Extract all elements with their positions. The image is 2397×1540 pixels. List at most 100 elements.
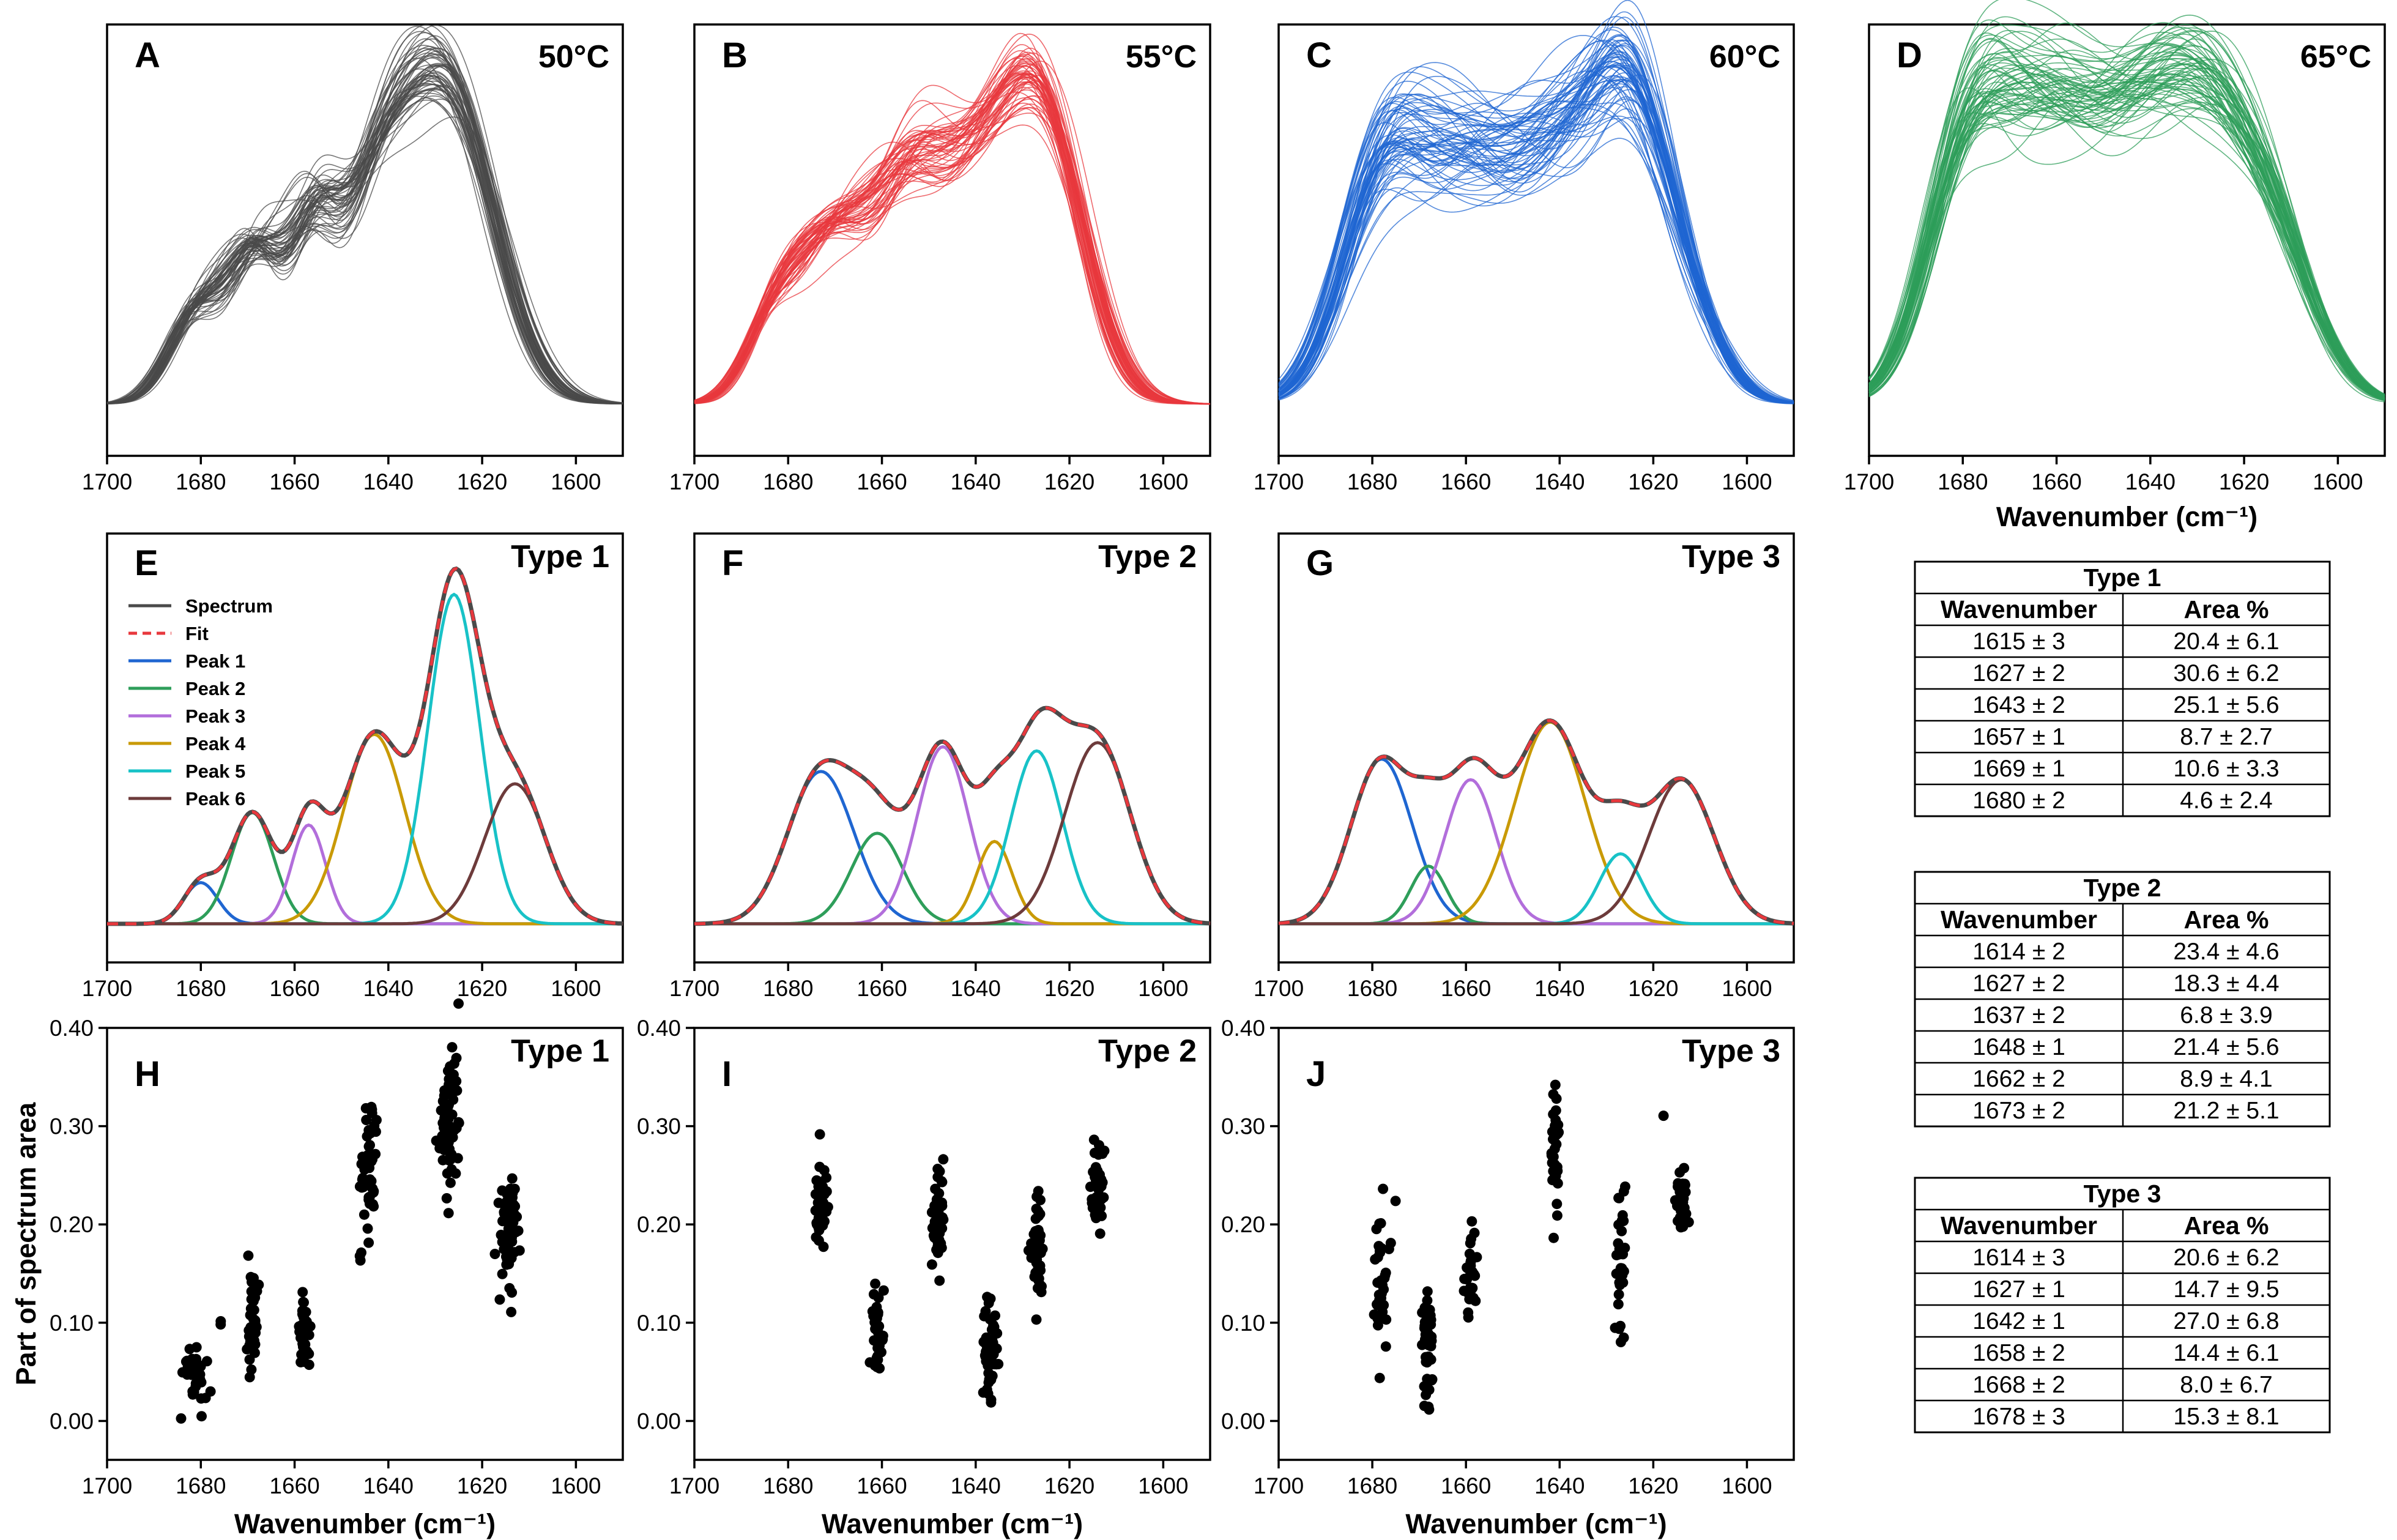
scatter-point <box>443 1154 454 1165</box>
spectrum-line <box>1868 40 2385 396</box>
spectra-b-xtick-label-0: 1700 <box>669 469 719 494</box>
spectrum-line <box>1868 62 2385 400</box>
scatter-point <box>297 1287 308 1298</box>
scatter-point <box>494 1294 505 1305</box>
table-cell-wavenumber: 1627 ± 2 <box>1972 970 2065 997</box>
scatter-point <box>1092 1177 1103 1188</box>
panel-type-j: Type 3 <box>1682 1033 1780 1069</box>
spectrum-line <box>694 33 1211 404</box>
spectrum-line <box>694 73 1210 404</box>
scatter-point <box>297 1341 308 1352</box>
spectra-c-xtick-label-3: 1640 <box>1534 469 1585 494</box>
x-axis-label-i: Wavenumber (cm⁻¹) <box>822 1508 1083 1539</box>
scatter-point <box>1033 1186 1044 1197</box>
table-cell-wavenumber: 1678 ± 3 <box>1972 1404 2065 1430</box>
peak-3-curve-f <box>694 745 1210 926</box>
spectrum-line <box>106 75 623 404</box>
scatter-i-ytick-label-3: 0.30 <box>637 1114 681 1139</box>
scatter-point <box>986 1397 997 1408</box>
spectrum-line <box>694 60 1211 405</box>
scatter-h-ytick-label-0: 0.00 <box>50 1408 94 1434</box>
scatter-point <box>1088 1134 1099 1145</box>
y-axis-label: Part of spectrum area <box>10 1102 42 1386</box>
spectra-c-xtick-label-0: 1700 <box>1254 469 1304 494</box>
legend-label-3: Peak 2 <box>185 678 245 699</box>
spectrum-line <box>694 65 1210 405</box>
spectrum-line <box>694 47 1210 405</box>
scatter-point <box>250 1317 261 1328</box>
scatter-point <box>297 1348 308 1360</box>
fit-curves-f <box>694 705 1211 926</box>
scatter-point <box>1422 1286 1433 1297</box>
peak-4-curve-g <box>1279 720 1794 926</box>
peak-5-curve-f <box>694 749 1210 926</box>
scatter-point <box>869 1335 880 1346</box>
scatter-point <box>507 1287 518 1298</box>
spectrum-line <box>106 75 623 404</box>
spectra-d-frame <box>1868 23 2386 457</box>
peak-6-curve-g <box>1279 778 1794 926</box>
spectra-d-xtick-label-1: 1680 <box>1938 469 1988 494</box>
scatter-point <box>215 1319 226 1330</box>
scatter-point <box>191 1353 202 1364</box>
fit-panel-f: F Type 2 1700 1680 1660 1640 1620 1600 <box>669 532 1211 1001</box>
spectra-b-xtick-label-3: 1640 <box>951 469 1001 494</box>
x-axis-label-h: Wavenumber (cm⁻¹) <box>234 1508 496 1539</box>
spectra-curves-c <box>1278 0 1794 404</box>
scatter-point <box>1617 1210 1628 1221</box>
scatter-point <box>1550 1079 1561 1090</box>
fit-e-xtick-label-4: 1620 <box>457 976 507 1001</box>
fit-f-xtick-label-4: 1620 <box>1044 976 1094 1001</box>
scatter-point <box>1459 1273 1470 1284</box>
scatter-point <box>1552 1199 1563 1210</box>
table-cell-wavenumber: 1627 ± 1 <box>1972 1276 2065 1303</box>
scatter-h-xtick-label-0: 1700 <box>82 1473 132 1498</box>
spectrum-line <box>694 70 1210 405</box>
scatter-h-xtick-label-4: 1620 <box>457 1473 507 1498</box>
spectrum-line <box>694 81 1210 405</box>
scatter-point <box>1613 1289 1624 1300</box>
scatter-point <box>448 1058 459 1069</box>
scatter-point <box>814 1129 825 1140</box>
scatter-point <box>359 1209 370 1220</box>
scatter-h-ytick-label-1: 0.10 <box>50 1311 94 1336</box>
scatter-point <box>1376 1275 1386 1286</box>
scatter-point <box>872 1355 883 1365</box>
scatter-point <box>248 1287 259 1298</box>
table-cell-area: 20.6 ± 6.2 <box>2173 1244 2279 1271</box>
scatter-point <box>934 1275 945 1286</box>
scatter-i-xtick-label-0: 1700 <box>669 1473 719 1498</box>
scatter-point <box>1464 1248 1475 1259</box>
table-title-1: Type 1 <box>2084 564 2161 592</box>
x-axis-label-d: Wavenumber (cm⁻¹) <box>1996 501 2258 532</box>
scatter-point <box>1618 1249 1629 1260</box>
area-table-2: Type 2 Wavenumber Area % 1614 ± 2 23.4 ± 4.6… <box>1914 871 2331 1128</box>
panel-temperature-b: 55°C <box>1126 39 1197 75</box>
scatter-point <box>370 1148 381 1159</box>
spectra-d-xtick-label-0: 1700 <box>1844 469 1894 494</box>
scatter-h-ytick-label-3: 0.30 <box>50 1114 94 1139</box>
table-cell-area: 20.4 ± 6.1 <box>2173 628 2279 655</box>
scatter-point <box>819 1165 830 1176</box>
table-header-wavenumber: Wavenumber <box>1941 1211 2097 1240</box>
scatter-point <box>295 1356 307 1367</box>
peak-2-curve-g <box>1279 865 1794 926</box>
scatter-point <box>869 1317 880 1328</box>
table-cell-area: 21.2 ± 5.1 <box>2173 1098 2279 1124</box>
scatter-point <box>247 1331 258 1342</box>
fit-g-xtick-label-0: 1700 <box>1254 976 1304 1001</box>
scatter-j-frame <box>1277 1027 1795 1461</box>
table-cell-area: 14.4 ± 6.1 <box>2173 1340 2279 1366</box>
scatter-point <box>878 1285 889 1296</box>
scatter-point <box>873 1292 884 1303</box>
scatter-j-xtick-label-3: 1640 <box>1534 1473 1585 1498</box>
spectrum-line <box>694 73 1211 404</box>
spectra-a-xtick-label-5: 1600 <box>551 469 601 494</box>
table-header-wavenumber: Wavenumber <box>1941 906 2097 934</box>
spectra-d-xtick-label-5: 1600 <box>2313 469 2363 494</box>
spectrum-line <box>694 32 1210 405</box>
peak-6-curve-e <box>107 782 623 926</box>
scatter-h-xtick-label-1: 1680 <box>176 1473 226 1498</box>
scatter-point <box>811 1232 822 1243</box>
scatter-point <box>1548 1109 1559 1120</box>
